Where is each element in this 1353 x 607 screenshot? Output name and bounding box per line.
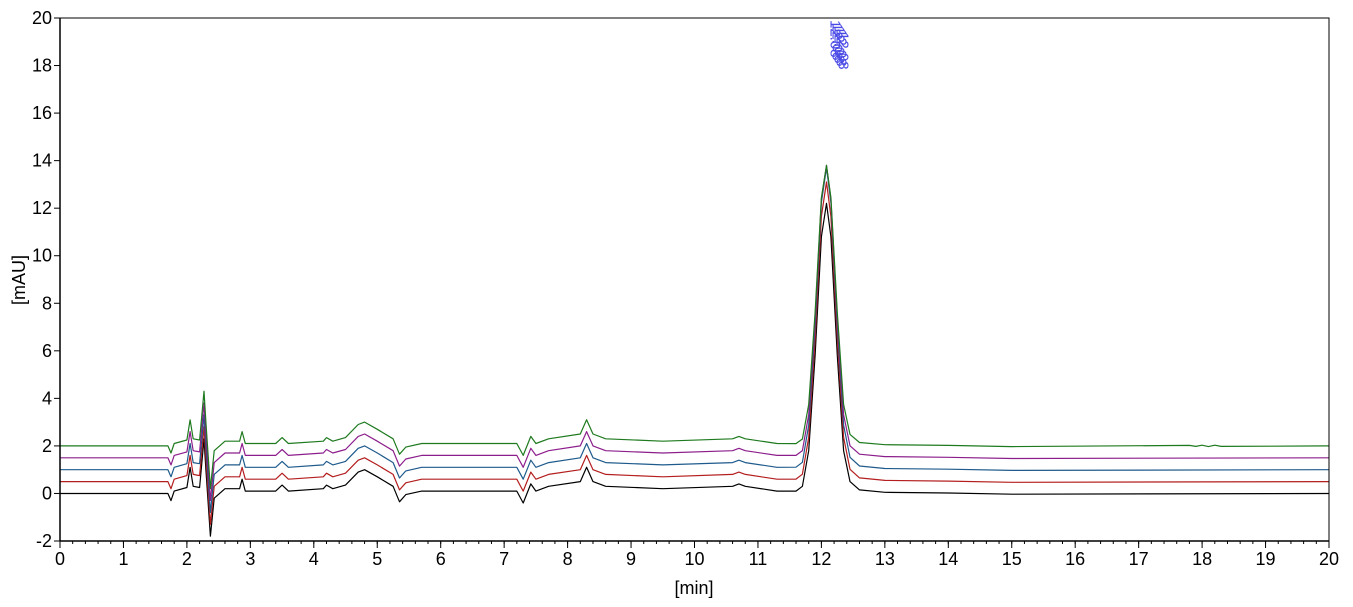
- x-tick-label-1: 1: [118, 549, 128, 569]
- y-tick-label-12: 12: [32, 198, 52, 218]
- x-tick-label-13: 13: [875, 549, 895, 569]
- series-trace-0: [60, 202, 1330, 537]
- y-tick-label-14: 14: [32, 151, 52, 171]
- series-trace-3: [60, 164, 1330, 502]
- x-tick-label-8: 8: [563, 549, 573, 569]
- x-tick-label-15: 15: [1002, 549, 1022, 569]
- x-tick-label-6: 6: [436, 549, 446, 569]
- y-tick-label-4: 4: [42, 388, 52, 408]
- peak-label-1: 12.08: [829, 23, 846, 61]
- peak-label-group-1: 12.08: [829, 23, 846, 61]
- x-tick-label-17: 17: [1129, 549, 1149, 569]
- x-tick-label-5: 5: [372, 549, 382, 569]
- peak-label-group-2: 12.08: [831, 26, 848, 64]
- y-axis-title-group: [mAU]: [9, 255, 29, 305]
- axes-group: 0 1 2 3 4 5 6 7 8 9 10 11 12 13 14 15 16 17 18 19 20-2024681…: [32, 8, 1339, 569]
- plot-frame: [59, 17, 1330, 542]
- x-tick-label-2: 2: [182, 549, 192, 569]
- y-tick-label-6: 6: [42, 341, 52, 361]
- x-tick-label-19: 19: [1256, 549, 1276, 569]
- y-tick-label-16: 16: [32, 103, 52, 123]
- series-trace-2: [60, 167, 1330, 514]
- x-tick-label-7: 7: [499, 549, 509, 569]
- x-tick-label-3: 3: [245, 549, 255, 569]
- peak-label-group-0: 12.08: [827, 20, 844, 58]
- y-tick-label--2: -2: [36, 531, 52, 551]
- peak-label-group-3: 12.08: [833, 29, 850, 67]
- peak-label-4: 12.08: [835, 32, 852, 70]
- x-tick-label-10: 10: [684, 549, 704, 569]
- x-tick-label-14: 14: [938, 549, 958, 569]
- y-tick-label-20: 20: [32, 8, 52, 28]
- peak-label-2: 12.08: [831, 26, 848, 64]
- x-tick-label-16: 16: [1065, 549, 1085, 569]
- y-axis-title: [mAU]: [9, 255, 29, 305]
- series-trace-1: [60, 181, 1330, 525]
- y-tick-label-0: 0: [42, 483, 52, 503]
- peak-label-0: 12.08: [827, 20, 844, 58]
- x-tick-label-20: 20: [1319, 549, 1339, 569]
- y-tick-label-18: 18: [32, 56, 52, 76]
- x-tick-label-12: 12: [811, 549, 831, 569]
- x-axis-title: [min]: [674, 578, 713, 598]
- y-tick-label-10: 10: [32, 246, 52, 266]
- x-tick-label-11: 11: [749, 549, 768, 569]
- peak-label-group-4: 12.08: [835, 32, 852, 70]
- peak-label-3: 12.08: [833, 29, 850, 67]
- x-tick-label-0: 0: [55, 549, 65, 569]
- series-trace-4: [60, 164, 1330, 490]
- x-tick-label-18: 18: [1192, 549, 1212, 569]
- y-tick-label-8: 8: [42, 293, 52, 313]
- traces-group: [60, 164, 1330, 537]
- x-tick-label-4: 4: [309, 549, 319, 569]
- y-tick-label-2: 2: [42, 436, 52, 456]
- x-tick-label-9: 9: [626, 549, 636, 569]
